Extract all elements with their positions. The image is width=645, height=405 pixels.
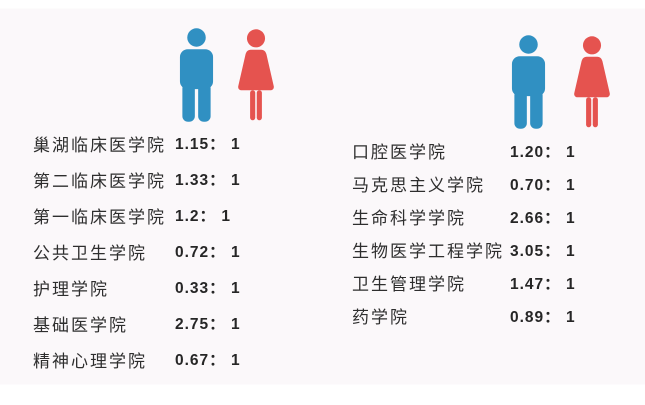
ratio-value: 1.47： 1 xyxy=(510,275,576,293)
ratio-value: 2.66： 1 xyxy=(510,209,576,227)
college-name: 基础医学院 xyxy=(33,315,128,335)
ratio-row: 生物医学工程学院 3.05： 1 xyxy=(352,233,576,266)
college-name: 药学院 xyxy=(352,308,409,327)
ratio-value: 1.2： 1 xyxy=(175,208,231,225)
college-name: 卫生管理学院 xyxy=(352,275,466,294)
ratio-row: 马克思主义学院 0.70： 1 xyxy=(352,167,576,200)
college-name: 马克思主义学院 xyxy=(352,176,485,195)
college-name: 公共卫生学院 xyxy=(33,243,147,263)
ratio-value: 2.75： 1 xyxy=(175,316,241,333)
male-icon xyxy=(511,35,546,129)
ratio-value: 1.33： 1 xyxy=(175,172,241,189)
ratio-value: 0.89： 1 xyxy=(510,308,576,326)
ratio-row: 第一临床医学院 1.2： 1 xyxy=(33,197,241,233)
legend-icon-pair-right xyxy=(510,34,612,130)
college-name: 护理学院 xyxy=(33,279,109,299)
female-icon xyxy=(238,29,274,121)
ratio-row: 公共卫生学院 0.72： 1 xyxy=(33,233,241,269)
male-icon xyxy=(179,28,214,122)
ratio-row: 药学院 0.89： 1 xyxy=(352,299,576,332)
ratio-row: 精神心理学院 0.67： 1 xyxy=(33,341,241,377)
legend-icon-pair-left xyxy=(178,27,276,123)
ratio-value: 0.67： 1 xyxy=(175,352,241,369)
ratio-value: 0.70： 1 xyxy=(510,176,576,194)
ratio-row: 卫生管理学院 1.47： 1 xyxy=(352,266,576,299)
ratio-value: 1.15： 1 xyxy=(175,136,241,153)
college-name: 生物医学工程学院 xyxy=(352,242,504,261)
college-name: 第一临床医学院 xyxy=(33,207,166,227)
college-name: 生命科学学院 xyxy=(352,209,466,228)
ratio-row: 生命科学学院 2.66： 1 xyxy=(352,200,576,233)
college-name: 精神心理学院 xyxy=(33,351,147,371)
ratio-row: 护理学院 0.33： 1 xyxy=(33,269,241,305)
ratio-list-right: 口腔医学院 1.20： 1 马克思主义学院 0.70： 1 生命科学学院 2.6… xyxy=(352,134,576,332)
ratio-row: 第二临床医学院 1.33： 1 xyxy=(33,161,241,197)
ratio-row: 口腔医学院 1.20： 1 xyxy=(352,134,576,167)
ratio-value: 0.33： 1 xyxy=(175,280,241,297)
ratio-row: 巢湖临床医学院 1.15： 1 xyxy=(33,125,241,161)
ratio-value: 0.72： 1 xyxy=(175,244,241,261)
female-icon xyxy=(574,36,610,128)
college-name: 口腔医学院 xyxy=(352,143,447,162)
ratio-list-left: 巢湖临床医学院 1.15： 1 第二临床医学院 1.33： 1 第一临床医学院 … xyxy=(33,125,241,377)
ratio-value: 1.20： 1 xyxy=(510,143,576,161)
college-name: 巢湖临床医学院 xyxy=(33,135,166,155)
college-name: 第二临床医学院 xyxy=(33,171,166,191)
ratio-row: 基础医学院 2.75： 1 xyxy=(33,305,241,341)
ratio-value: 3.05： 1 xyxy=(510,242,576,260)
